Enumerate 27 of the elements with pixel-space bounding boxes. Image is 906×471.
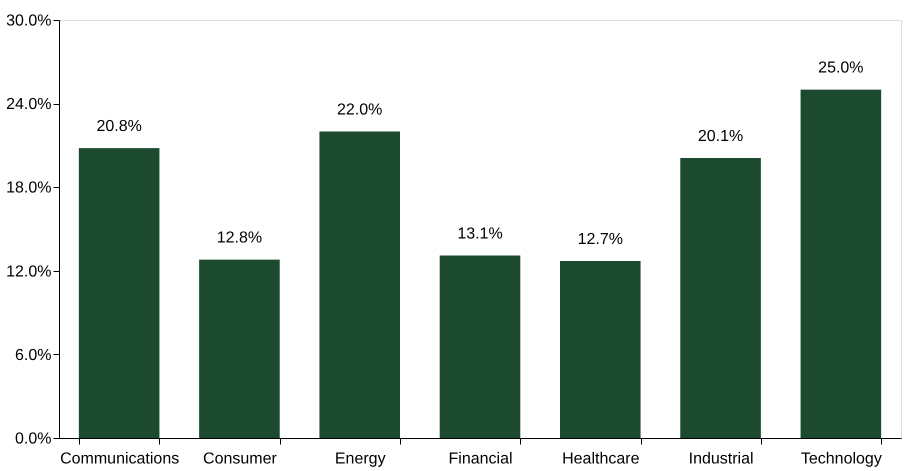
bar [199, 260, 280, 438]
y-tick-label: 18.0% [6, 180, 52, 197]
x-tick-label: Technology [800, 450, 882, 468]
data-label: 25.0% [818, 60, 864, 77]
data-label: 12.8% [216, 230, 262, 247]
x-tick-label: Financial [448, 450, 513, 468]
bar [800, 90, 882, 438]
x-tick-label: Communications [60, 450, 180, 468]
bar [560, 261, 641, 438]
y-tick-label: 6.0% [15, 346, 52, 364]
y-tick-label: 30.0% [6, 12, 52, 30]
bar [440, 255, 520, 438]
x-tick-label: Industrial [688, 450, 754, 468]
data-label: 13.1% [457, 225, 503, 242]
x-tick-label: Energy [334, 450, 386, 468]
bar [680, 158, 761, 438]
data-label: 12.7% [578, 231, 623, 248]
data-label: 20.8% [96, 118, 142, 136]
y-tick-label: 24.0% [6, 96, 52, 114]
bar [319, 131, 400, 438]
x-tick-label: Consumer [203, 450, 278, 468]
bar [78, 148, 160, 438]
data-label: 20.1% [698, 128, 744, 145]
y-tick-label: 12.0% [6, 263, 52, 280]
data-label: 22.0% [337, 101, 382, 118]
y-tick-label: 0.0% [15, 430, 52, 448]
x-tick-label: Healthcare [562, 450, 640, 468]
